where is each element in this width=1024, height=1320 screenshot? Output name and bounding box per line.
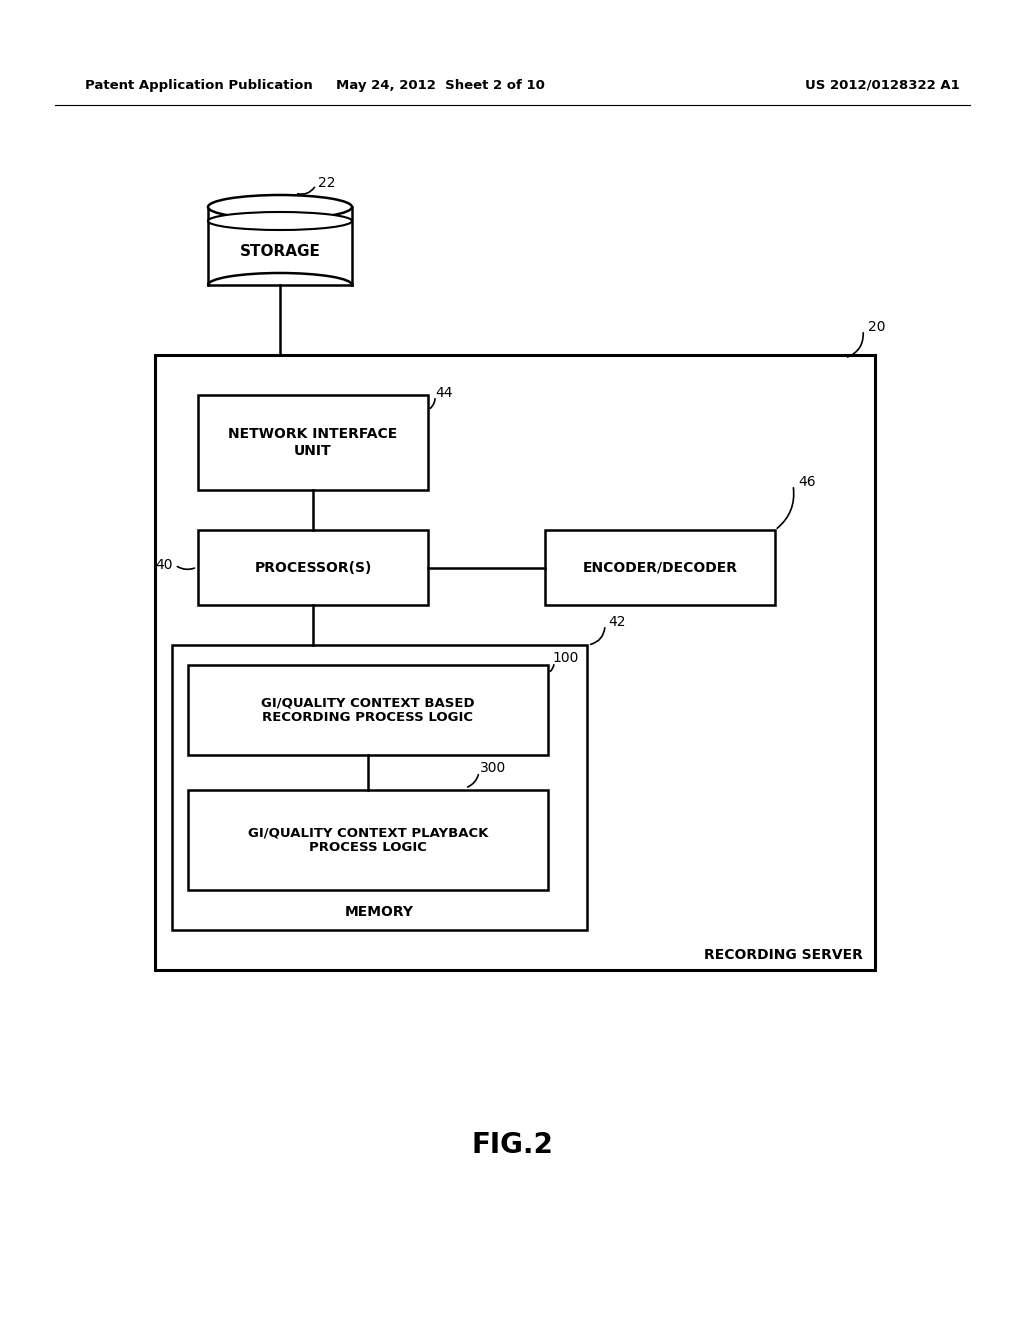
- Text: 20: 20: [868, 319, 886, 334]
- Text: May 24, 2012  Sheet 2 of 10: May 24, 2012 Sheet 2 of 10: [336, 78, 545, 91]
- Ellipse shape: [208, 213, 352, 230]
- Text: 44: 44: [435, 385, 453, 400]
- Text: 40: 40: [155, 558, 172, 572]
- Bar: [172, 645, 587, 931]
- Ellipse shape: [208, 195, 352, 219]
- Text: MEMORY: MEMORY: [345, 906, 414, 919]
- Text: Patent Application Publication: Patent Application Publication: [85, 78, 312, 91]
- Bar: [545, 531, 775, 605]
- Text: 22: 22: [318, 176, 336, 190]
- Text: PROCESSOR(S): PROCESSOR(S): [254, 561, 372, 574]
- Text: NETWORK INTERFACE
UNIT: NETWORK INTERFACE UNIT: [228, 428, 397, 458]
- Bar: [155, 355, 874, 970]
- Text: 300: 300: [480, 762, 506, 775]
- Text: GI/QUALITY CONTEXT BASED
RECORDING PROCESS LOGIC: GI/QUALITY CONTEXT BASED RECORDING PROCE…: [261, 696, 475, 723]
- Text: 42: 42: [608, 615, 626, 630]
- Text: US 2012/0128322 A1: US 2012/0128322 A1: [805, 78, 961, 91]
- Bar: [198, 531, 428, 605]
- Text: FIG.2: FIG.2: [471, 1131, 553, 1159]
- Text: 46: 46: [798, 475, 816, 488]
- Bar: [198, 395, 428, 490]
- Text: STORAGE: STORAGE: [240, 243, 321, 259]
- Text: ENCODER/DECODER: ENCODER/DECODER: [583, 561, 737, 574]
- Text: RECORDING SERVER: RECORDING SERVER: [705, 948, 863, 962]
- Text: 100: 100: [552, 651, 579, 665]
- Bar: [188, 665, 548, 755]
- Text: GI/QUALITY CONTEXT PLAYBACK
PROCESS LOGIC: GI/QUALITY CONTEXT PLAYBACK PROCESS LOGI…: [248, 826, 488, 854]
- Bar: [188, 789, 548, 890]
